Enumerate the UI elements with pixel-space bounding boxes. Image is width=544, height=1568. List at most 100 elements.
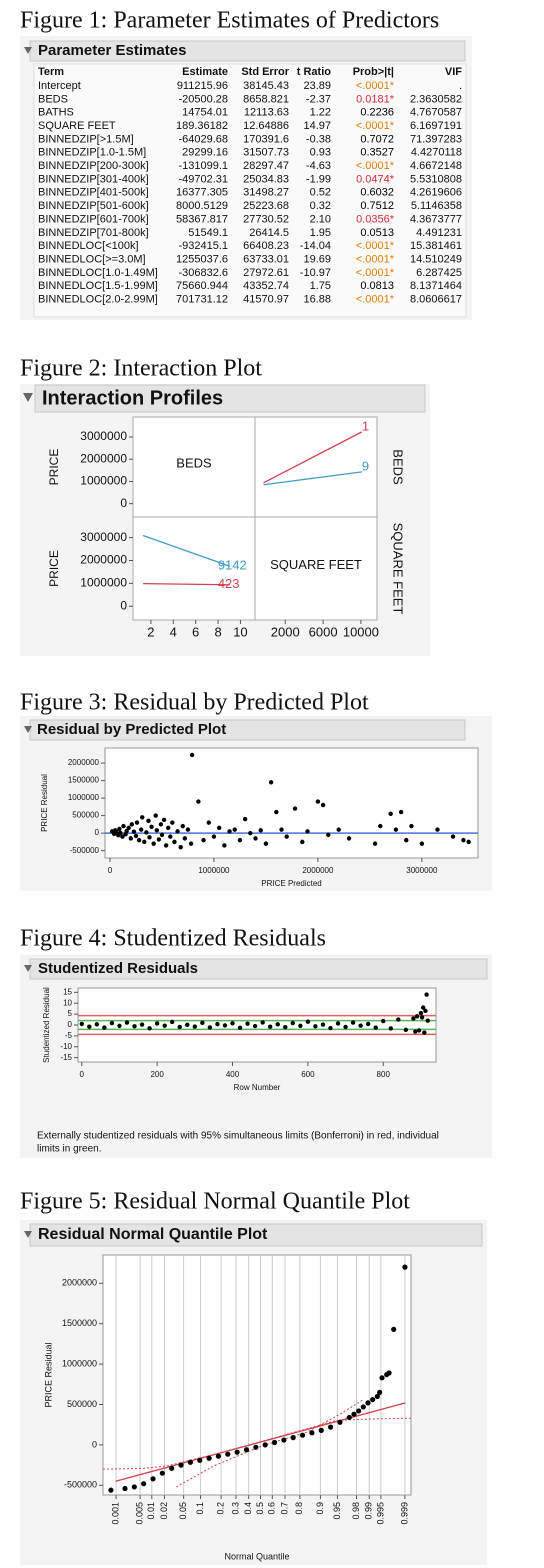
y-tick-label: -5	[65, 1031, 73, 1040]
table-cell: 8000.5129	[176, 200, 228, 212]
table-cell: -0.38	[306, 133, 331, 145]
point	[262, 1442, 268, 1448]
point	[374, 1393, 380, 1400]
plot-area	[104, 747, 479, 859]
table-cell: 43352.74	[243, 280, 289, 292]
x-tick-label: 0.5	[255, 1502, 265, 1515]
table-cell: 14.97	[303, 120, 331, 132]
column-header: Std Error	[241, 66, 289, 78]
disclosure-icon[interactable]	[23, 393, 33, 402]
y-axis-label: PRICE	[47, 449, 61, 486]
point	[142, 839, 147, 845]
y-axis-label: Studentized Residual	[42, 987, 51, 1063]
table-cell: 27730.52	[243, 213, 289, 225]
x-tick-label: 0.01	[146, 1502, 156, 1520]
point	[122, 1485, 128, 1492]
point	[292, 806, 298, 811]
point	[166, 825, 171, 831]
x-tick-label: 0.95	[332, 1502, 342, 1520]
x-tick-label: 0.3	[230, 1502, 240, 1515]
table-cell: 4.3673777	[410, 213, 462, 225]
header-bar	[29, 1223, 483, 1247]
point	[159, 1470, 165, 1476]
point	[121, 823, 126, 829]
table-cell: 25223.68	[243, 200, 289, 212]
table-cell: 28297.47	[243, 160, 289, 172]
table-cell: 29299.16	[182, 147, 228, 159]
disclosure-icon[interactable]	[24, 726, 32, 733]
point	[131, 829, 137, 834]
disclosure-icon[interactable]	[24, 965, 32, 972]
point	[109, 1020, 115, 1026]
table-cell: 15.381461	[410, 240, 462, 252]
table-cell: 38145.43	[243, 80, 289, 92]
x-tick-label: 1000000	[198, 866, 230, 875]
point	[87, 1024, 92, 1029]
x-tick-label: 0.99	[364, 1502, 374, 1520]
point	[350, 1020, 356, 1025]
y-tick-label: 1500000	[68, 776, 100, 785]
point	[365, 1400, 371, 1406]
point	[328, 1424, 334, 1430]
point	[243, 1447, 250, 1453]
table-cell: 1.22	[310, 107, 331, 119]
point	[398, 809, 404, 815]
point	[414, 1014, 420, 1019]
x-tick-label: 10	[233, 624, 247, 639]
point	[388, 811, 393, 817]
point	[404, 837, 409, 843]
point	[232, 827, 237, 832]
table-cell: -64029.68	[178, 133, 228, 145]
caption: Figure 4: Studentized Residuals	[20, 926, 326, 952]
table-cell: 51549.1	[188, 227, 228, 239]
x-tick-label: 6	[192, 624, 199, 639]
point	[268, 780, 274, 785]
y-tick-label: 1000000	[80, 576, 127, 590]
table-cell: 14.510249	[410, 253, 462, 265]
table-cell: 31498.27	[243, 187, 289, 199]
x-tick-label: 0.98	[351, 1502, 361, 1520]
point	[409, 823, 414, 829]
table-cell: 26414.5	[249, 227, 289, 239]
disclosure-icon[interactable]	[24, 47, 32, 54]
column-header: t Ratio	[297, 66, 332, 78]
point	[373, 1025, 378, 1030]
table-cell: 27972.61	[243, 267, 289, 279]
point	[328, 1025, 333, 1031]
profile-line	[263, 431, 363, 484]
x-tick-label: 6000	[309, 624, 338, 639]
point	[178, 1462, 184, 1468]
y-tick-label: 3000000	[80, 530, 127, 544]
table-cell: -4.63	[306, 160, 331, 172]
table-cell: 12113.63	[244, 107, 289, 119]
table-cell: BINNEDLOC[2.0-2.99M]	[38, 294, 158, 306]
disclosure-icon[interactable]	[24, 1231, 32, 1238]
point	[318, 1427, 324, 1433]
table-cell: 0.0474*	[356, 173, 395, 185]
point	[175, 829, 180, 834]
point	[144, 830, 149, 835]
table-cell: BINNEDLOC[<100k]	[38, 240, 139, 252]
profile-label: 1	[362, 418, 369, 433]
point	[138, 827, 144, 832]
point	[242, 816, 248, 822]
point	[117, 826, 122, 832]
point	[215, 1453, 222, 1459]
point	[379, 1375, 385, 1381]
point	[336, 827, 341, 832]
point	[234, 1449, 240, 1455]
table-body	[33, 63, 467, 318]
table-cell: 8658.821	[243, 93, 289, 105]
point	[196, 799, 201, 804]
point	[461, 837, 466, 843]
table-cell: <.0001*	[356, 267, 395, 279]
point	[300, 839, 305, 845]
point	[237, 837, 243, 843]
point	[377, 1389, 383, 1395]
point	[215, 1021, 220, 1027]
table-cell: 16.88	[303, 294, 331, 306]
table-cell: BINNEDLOC[>=3.0M]	[38, 253, 146, 265]
y-tick-label: 1000000	[68, 793, 100, 802]
point	[200, 1020, 205, 1026]
point	[227, 829, 232, 834]
